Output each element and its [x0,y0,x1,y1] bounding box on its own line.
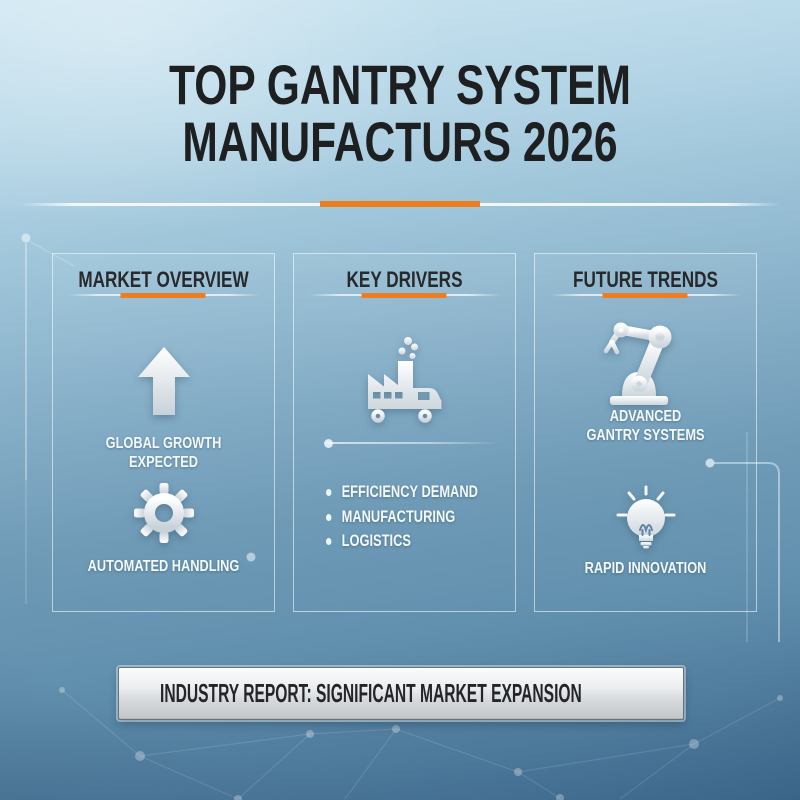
robot-arm-icon [603,322,671,405]
heading-underline [550,294,741,296]
panel-item-label: RAPID INNOVATION [584,560,707,577]
page-title-line2: MANUFACTURS 2026 [182,110,618,173]
arrow-up-icon [137,347,190,415]
panel-item-label: AUTOMATED HANDLING [87,558,240,575]
panel-item-label: ADVANCED GANTRY SYSTEMS [557,407,734,445]
list-item: MANUFACTURING [326,508,478,527]
page-title: TOP GANTRY SYSTEM MANUFACTURS 2026 [96,56,704,170]
panels-row: MARKET OVERVIEW GLOBAL GROWTH EXPECTED [52,253,757,612]
panel-item-label: GLOBAL GROWTH EXPECTED [105,435,222,471]
page-title-line1: TOP GANTRY SYSTEM [169,53,631,116]
banner-text: INDUSTRY REPORT: SIGNIFICANT MARKET EXPA… [160,678,582,708]
list-item: LOGISTICS [326,532,478,551]
heading-underline [68,294,259,296]
factory-truck-icon [367,337,441,423]
panel-key-drivers: KEY DRIVERS EFFICIENCY DEMAND MANUFACTUR… [293,253,516,612]
panel-heading: FUTURE TRENDS [573,267,718,292]
title-divider [20,203,780,206]
industry-report-banner: INDUSTRY REPORT: SIGNIFICANT MARKET EXPA… [118,667,684,720]
panel-heading: KEY DRIVERS [346,267,463,292]
key-drivers-list: EFFICIENCY DEMAND MANUFACTURING LOGISTIC… [326,483,478,558]
panel-heading: MARKET OVERVIEW [78,267,249,292]
list-item: EFFICIENCY DEMAND [326,483,478,502]
label-line1: ADVANCED [609,408,682,425]
light-bulb-icon [616,485,675,549]
label-line2: GANTRY SYSTEMS [586,427,705,444]
gear-icon [133,483,194,543]
panel-divider-with-node [324,438,499,448]
panel-future-trends: FUTURE TRENDS ADVANCE [534,253,757,612]
heading-underline [309,294,500,296]
panel-market-overview: MARKET OVERVIEW GLOBAL GROWTH EXPECTED [52,253,275,612]
